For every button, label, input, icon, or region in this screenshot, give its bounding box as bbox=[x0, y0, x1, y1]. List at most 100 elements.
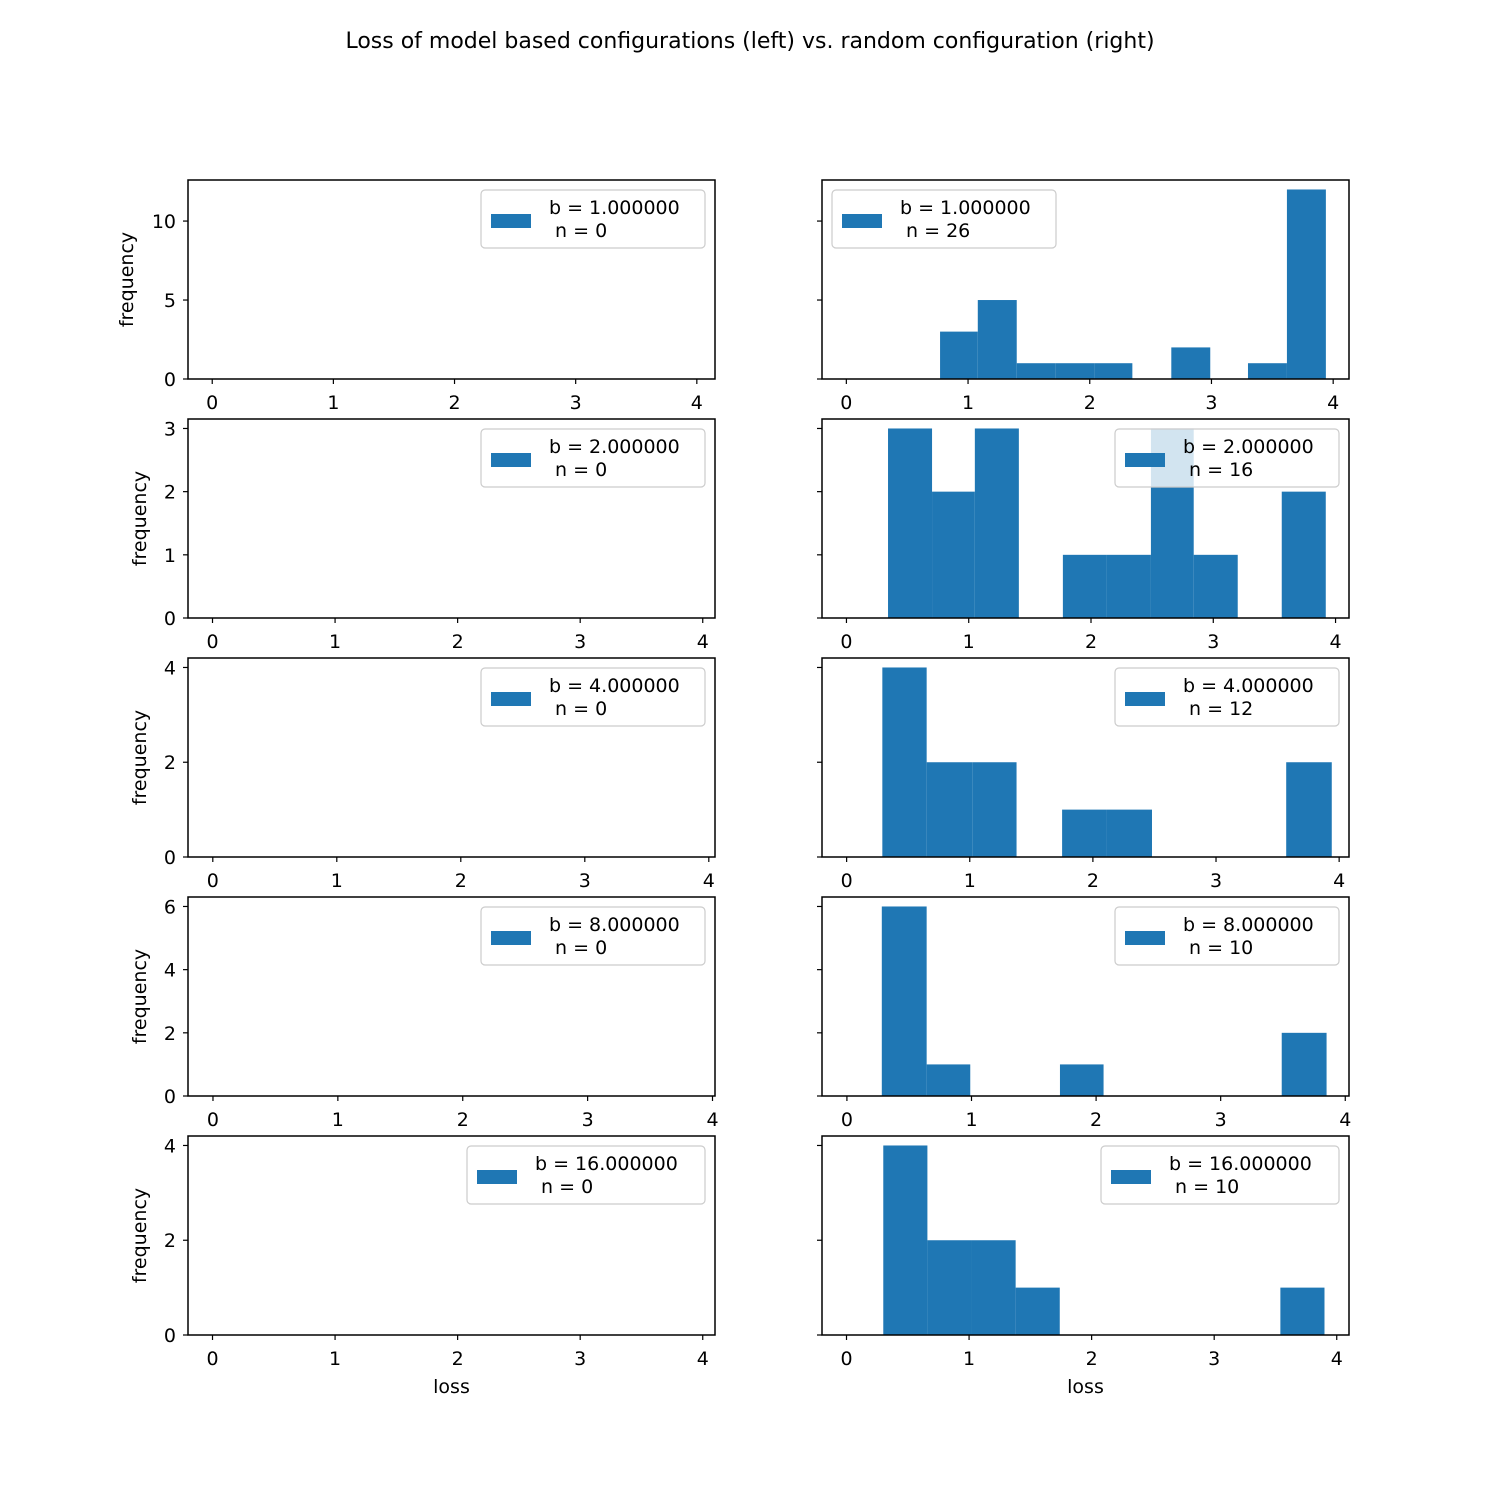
legend-box bbox=[480, 667, 706, 727]
subplot-r4-right: 0 1 2 3 4 b = 8.000000 n = 10 bbox=[817, 896, 1351, 1131]
y-tick-label: 2 bbox=[164, 1230, 176, 1252]
histogram-bar-4 bbox=[1281, 1032, 1327, 1096]
x-tick-label: 4 bbox=[706, 1109, 718, 1131]
histogram-bar-5 bbox=[1094, 363, 1133, 379]
legend-label-b: b = 8.000000 bbox=[549, 914, 680, 936]
x-tick-label: 0 bbox=[840, 1348, 852, 1370]
histogram-bar-3 bbox=[974, 428, 1019, 618]
histogram-bar-3 bbox=[972, 762, 1017, 857]
legend: b = 16.000000 n = 10 bbox=[1100, 1145, 1340, 1205]
legend-swatch bbox=[491, 453, 531, 467]
x-tick-label: 1 bbox=[327, 392, 339, 414]
histogram-bars bbox=[940, 189, 1326, 379]
x-tick-label: 0 bbox=[841, 1109, 853, 1131]
axes-frame bbox=[187, 657, 716, 858]
x-tick-label: 2 bbox=[1087, 870, 1099, 892]
axes-frame bbox=[187, 179, 716, 380]
y-axis-label: frequency bbox=[129, 949, 151, 1044]
legend: b = 8.000000 n = 0 bbox=[480, 906, 706, 966]
legend-label-b: b = 1.000000 bbox=[900, 197, 1031, 219]
histogram-bar-4 bbox=[1055, 363, 1095, 379]
x-tick-label: 3 bbox=[1215, 1109, 1227, 1131]
histogram-bar-8 bbox=[1286, 189, 1326, 379]
histogram-bar-2 bbox=[977, 300, 1017, 379]
x-tick-label: 4 bbox=[1339, 1109, 1351, 1131]
histogram-bar-2 bbox=[932, 491, 975, 618]
legend-box bbox=[1114, 428, 1340, 488]
legend-label-n: n = 0 bbox=[549, 220, 607, 242]
x-tick-label: 4 bbox=[1330, 631, 1342, 653]
axes-frame bbox=[821, 1135, 1350, 1336]
y-tick-label: 0 bbox=[164, 1325, 176, 1347]
x-tick-label: 0 bbox=[206, 1348, 218, 1370]
x-tick-label: 2 bbox=[1086, 1348, 1098, 1370]
y-tick-label: 2 bbox=[164, 752, 176, 774]
legend: b = 8.000000 n = 10 bbox=[1114, 906, 1340, 966]
y-tick-label: 6 bbox=[164, 896, 176, 918]
subplot-r2-left: 0 1 2 3 4 0 1 2 3 frequency b = 2.000000 n = 0 bbox=[129, 418, 716, 653]
legend-label-b: b = 2.000000 bbox=[1183, 436, 1314, 458]
x-axis-label: loss bbox=[1067, 1376, 1104, 1398]
x-tick-label: 4 bbox=[1327, 392, 1339, 414]
x-tick-label: 0 bbox=[206, 392, 218, 414]
x-tick-label: 3 bbox=[579, 870, 591, 892]
legend: b = 2.000000 n = 0 bbox=[480, 428, 706, 488]
y-axis-label: frequency bbox=[129, 471, 151, 566]
legend-box bbox=[1100, 1145, 1340, 1205]
legend-box bbox=[1114, 667, 1340, 727]
legend-label-n: n = 12 bbox=[1183, 698, 1253, 720]
x-tick-label: 3 bbox=[570, 392, 582, 414]
x-tick-label: 3 bbox=[1210, 870, 1222, 892]
legend-swatch bbox=[1125, 453, 1165, 467]
legend-swatch bbox=[1111, 1170, 1151, 1184]
legend-label-n: n = 16 bbox=[1183, 459, 1253, 481]
histogram-bar-3 bbox=[971, 1240, 1016, 1335]
legend-box bbox=[480, 906, 706, 966]
legend-label-b: b = 4.000000 bbox=[549, 675, 680, 697]
x-tick-label: 4 bbox=[697, 631, 709, 653]
legend-swatch bbox=[842, 214, 882, 228]
y-tick-label: 4 bbox=[164, 1135, 176, 1157]
histogram-bar-7 bbox=[1247, 363, 1287, 379]
legend: b = 1.000000 n = 26 bbox=[831, 189, 1057, 249]
subplot-r2-right: 0 1 2 3 4 b = 2.000000 n = 16 bbox=[817, 418, 1350, 653]
histogram-bar-3 bbox=[1016, 363, 1056, 379]
histogram-bar-1 bbox=[940, 331, 978, 379]
legend: b = 1.000000 n = 0 bbox=[480, 189, 706, 249]
subplot-r1-right: 0 1 2 3 4 b = 1.000000 n = 26 bbox=[817, 179, 1350, 414]
figure-title: Loss of model based configurations (left… bbox=[345, 29, 1154, 54]
y-tick-label: 0 bbox=[164, 608, 176, 630]
x-tick-label: 3 bbox=[574, 631, 586, 653]
x-tick-label: 1 bbox=[962, 392, 974, 414]
legend-swatch bbox=[491, 931, 531, 945]
y-tick-label: 0 bbox=[164, 847, 176, 869]
axes-frame bbox=[187, 1135, 716, 1336]
histogram-bar-1 bbox=[882, 667, 927, 857]
legend-box bbox=[480, 428, 706, 488]
x-tick-label: 1 bbox=[329, 1348, 341, 1370]
y-tick-label: 5 bbox=[164, 290, 176, 312]
x-tick-label: 4 bbox=[703, 870, 715, 892]
x-tick-label: 1 bbox=[965, 1109, 977, 1131]
legend-swatch bbox=[1125, 692, 1165, 706]
x-tick-label: 3 bbox=[582, 1109, 594, 1131]
legend-label-b: b = 8.000000 bbox=[1183, 914, 1314, 936]
x-tick-label: 4 bbox=[697, 1348, 709, 1370]
legend-box bbox=[466, 1145, 706, 1205]
legend-box bbox=[1114, 906, 1340, 966]
legend-box bbox=[831, 189, 1057, 249]
legend-label-n: n = 10 bbox=[1183, 937, 1253, 959]
x-tick-label: 3 bbox=[574, 1348, 586, 1370]
legend-swatch bbox=[1125, 931, 1165, 945]
y-axis-label: frequency bbox=[116, 232, 138, 327]
histogram-bar-7 bbox=[1193, 554, 1238, 618]
x-tick-label: 1 bbox=[329, 631, 341, 653]
histogram-bars bbox=[883, 1145, 1325, 1335]
histogram-bar-3 bbox=[1059, 1064, 1104, 1096]
y-tick-label: 0 bbox=[164, 1086, 176, 1108]
y-tick-label: 2 bbox=[164, 482, 176, 504]
x-tick-label: 1 bbox=[963, 631, 975, 653]
histogram-bars bbox=[882, 667, 1332, 857]
x-tick-label: 2 bbox=[1084, 392, 1096, 414]
